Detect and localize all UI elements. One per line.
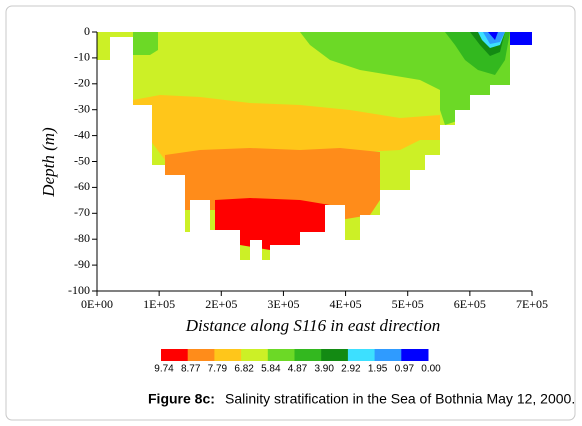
- y-tick-label: -70: [74, 205, 90, 219]
- legend-swatch: [294, 349, 322, 361]
- legend-label: 9.74: [154, 364, 174, 375]
- caption: Salinity stratification in the Sea of Bo…: [225, 391, 575, 407]
- legend-swatch: [401, 349, 429, 361]
- y-tick-label: -60: [74, 179, 90, 193]
- y-tick-label: -10: [74, 50, 90, 64]
- legend-swatch: [267, 349, 295, 361]
- legend-swatch: [241, 349, 269, 361]
- caption-label: Figure 8c:: [148, 391, 215, 407]
- x-axis-title: Distance along S116 in east direction: [185, 316, 441, 335]
- legend-swatch: [347, 349, 376, 361]
- y-tick-label: -20: [74, 76, 90, 90]
- x-tick-label: 6E+05: [454, 297, 486, 311]
- y-tick-label: -40: [74, 127, 90, 141]
- y-tick-label: -50: [74, 153, 90, 167]
- legend-label: 4.87: [288, 364, 308, 375]
- legend-swatch: [214, 349, 242, 361]
- x-tick-label: 2E+05: [205, 297, 237, 311]
- legend-label: 5.84: [261, 364, 281, 375]
- legend-label: 7.79: [208, 364, 228, 375]
- x-tick-label: 4E+05: [330, 297, 362, 311]
- legend-label: 0.97: [395, 364, 415, 375]
- salinity-band: [133, 32, 158, 55]
- y-tick-label: -80: [74, 231, 90, 245]
- x-tick-label: 0E+00: [81, 297, 113, 311]
- salinity-band: [510, 32, 532, 45]
- x-tick-label: 3E+05: [267, 297, 299, 311]
- legend-label: 3.90: [314, 364, 334, 375]
- y-tick-label: -30: [74, 101, 90, 115]
- y-tick-label: -100: [68, 283, 90, 297]
- x-tick-label: 7E+05: [516, 297, 548, 311]
- seabed-mask: [97, 37, 532, 292]
- contour-field: [97, 32, 532, 292]
- y-tick-label: 0: [84, 24, 90, 38]
- x-tick-label: 1E+05: [143, 297, 175, 311]
- legend-label: 0.00: [421, 364, 441, 375]
- y-tick-label: -90: [74, 257, 90, 271]
- legend-swatch: [187, 349, 215, 361]
- y-axis-title: Depth (m): [39, 127, 58, 198]
- legend-label: 2.92: [341, 364, 361, 375]
- legend-swatch: [321, 349, 349, 361]
- legend-swatch: [374, 349, 402, 361]
- frame: [5, 5, 576, 421]
- legend-label: 6.82: [234, 364, 254, 375]
- salinity-band: [133, 95, 440, 160]
- legend-label: 1.95: [368, 364, 388, 375]
- legend-swatch: [161, 349, 189, 361]
- legend-label: 8.77: [181, 364, 201, 375]
- x-tick-label: 5E+05: [392, 297, 424, 311]
- salinity-band: [488, 32, 498, 40]
